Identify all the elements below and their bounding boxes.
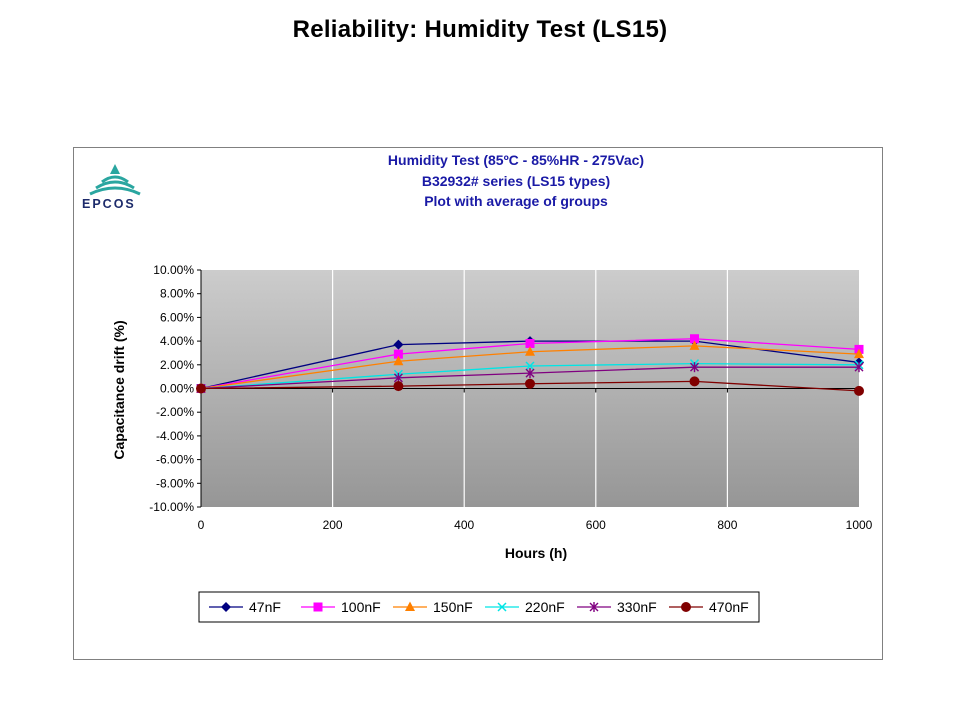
data-point-470nF	[689, 376, 700, 387]
data-point-220nF	[525, 361, 535, 371]
page-title: Reliability: Humidity Test (LS15)	[292, 16, 668, 43]
legend-marker-150nF	[405, 601, 415, 611]
legend-label-470nF: 470nF	[709, 599, 749, 615]
legend-label-47nF: 47nF	[249, 599, 281, 615]
legend-marker-220nF	[497, 602, 507, 612]
x-axis-label: Hours (h)	[505, 545, 567, 561]
x-tick-label: 0	[198, 518, 205, 532]
chart-title-line-2: B32932# series (LS15 types)	[422, 173, 610, 189]
data-point-47nF	[393, 339, 404, 350]
y-axis-label: Capacitance drift (%)	[111, 320, 127, 459]
y-tick-label: 2.00%	[160, 358, 194, 372]
epcos-logo-icon	[89, 164, 141, 196]
chart-title-line-3: Plot with average of groups	[424, 193, 608, 209]
x-tick-label: 400	[454, 518, 474, 532]
data-point-330nF	[854, 362, 864, 373]
epcos-logo-text: EPCOS	[82, 197, 136, 211]
data-point-100nF	[525, 338, 535, 348]
legend-label-220nF: 220nF	[525, 599, 565, 615]
x-tick-label: 200	[323, 518, 343, 532]
y-tick-label: 6.00%	[160, 310, 194, 324]
y-tick-label: -4.00%	[156, 429, 194, 443]
y-tick-label: -6.00%	[156, 453, 194, 467]
legend-marker-470nF	[681, 602, 691, 612]
data-point-330nF	[690, 362, 699, 373]
x-tick-label: 800	[717, 518, 737, 532]
y-tick-label: -2.00%	[156, 405, 194, 419]
legend-box	[198, 591, 760, 623]
legend: 47nF 100nF 150nF 220nF 330nF 470nF	[209, 599, 749, 615]
y-tick-label: 0.00%	[160, 382, 194, 396]
x-tick-label: 1000	[846, 518, 873, 532]
legend-marker-330nF	[589, 602, 599, 612]
legend-label-100nF: 100nF	[341, 599, 381, 615]
legend-marker-100nF	[313, 602, 323, 612]
legend-marker-47nF	[221, 602, 231, 612]
data-point-470nF	[196, 383, 206, 394]
y-tick-label: 10.00%	[153, 263, 194, 277]
data-point-330nF	[525, 368, 535, 379]
data-point-470nF	[854, 385, 864, 396]
legend-label-150nF: 150nF	[433, 599, 473, 615]
series-layer	[196, 334, 864, 396]
data-point-150nF	[854, 348, 864, 359]
legend-label-330nF: 330nF	[617, 599, 657, 615]
data-point-150nF	[393, 355, 404, 366]
data-point-150nF	[525, 346, 535, 356]
data-point-100nF	[393, 349, 403, 359]
data-point-100nF	[690, 334, 699, 344]
data-point-470nF	[525, 378, 535, 389]
y-tick-label: 8.00%	[160, 287, 194, 301]
data-point-470nF	[393, 381, 404, 392]
y-tick-label: -8.00%	[156, 476, 194, 490]
y-tick-label: -10.00%	[149, 500, 194, 514]
data-point-150nF	[689, 340, 700, 350]
y-tick-label: 4.00%	[160, 334, 194, 348]
x-tick-label: 600	[586, 518, 606, 532]
chart-title-line-1: Humidity Test (85ºC - 85%HR - 275Vac)	[388, 152, 644, 168]
